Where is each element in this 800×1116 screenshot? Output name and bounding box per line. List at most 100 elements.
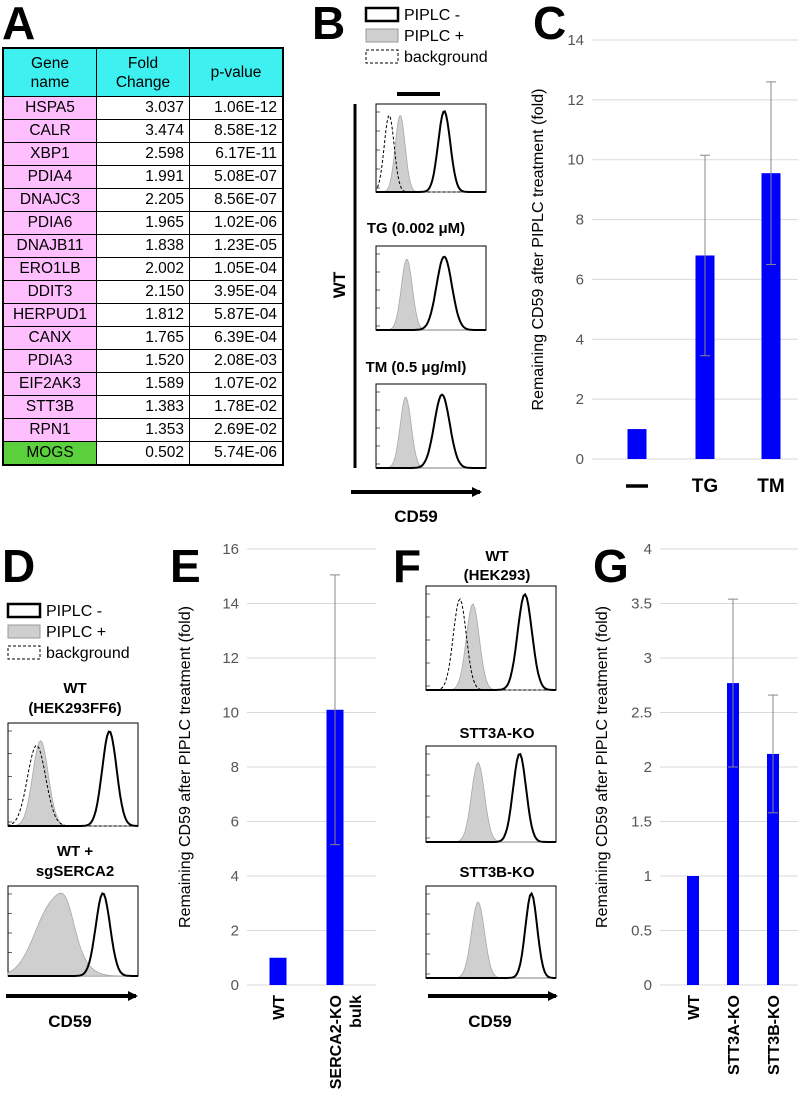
gene-cell: EIF2AK3 bbox=[2, 372, 97, 396]
bar-chart-g: 0 0.5 1 1.5 2 2.5 3 3.5 4 Remaining CD59 after PI… bbox=[594, 541, 798, 1075]
panel-letter-e: E bbox=[170, 540, 201, 592]
category-label: TM bbox=[757, 476, 784, 497]
fold-cell: 1.353 bbox=[96, 418, 190, 442]
y-tick-label: 0 bbox=[576, 451, 584, 468]
flow-box-frame bbox=[425, 745, 557, 843]
histogram-piplc-minus bbox=[426, 752, 556, 843]
flow-box-b-tg bbox=[375, 245, 487, 331]
category-label: STT3A-KO bbox=[726, 995, 743, 1075]
cd59-label-f: CD59 bbox=[468, 1012, 511, 1031]
flow-box-frame bbox=[425, 585, 557, 691]
legend-d-background-swatch bbox=[7, 645, 41, 660]
panel-letter-a: A bbox=[2, 0, 36, 49]
legend-piplc-plus-label: PIPLC + bbox=[404, 28, 464, 45]
y-axis-label: Remaining CD59 after PIPLC treatment (fo… bbox=[530, 89, 547, 411]
flow-box-f-stt3b bbox=[425, 885, 557, 979]
y-tick-label: 0.5 bbox=[631, 923, 652, 940]
flow-box-frame bbox=[375, 383, 487, 469]
y-axis-label: Remaining CD59 after PIPLC treatment (fo… bbox=[177, 606, 194, 928]
fold-cell: 1.991 bbox=[96, 165, 190, 189]
y-tick-label: 14 bbox=[222, 596, 239, 613]
fold-cell: 3.474 bbox=[96, 119, 190, 143]
y-tick-label: 3 bbox=[644, 650, 652, 667]
legend-d-piplc-plus-label: PIPLC + bbox=[46, 624, 106, 641]
bar bbox=[687, 876, 699, 985]
bar bbox=[269, 957, 287, 985]
histogram-piplc-minus bbox=[426, 891, 556, 979]
pvalue-cell: 5.08E-07 bbox=[189, 165, 284, 189]
category-label: TG bbox=[692, 476, 718, 497]
gene-cell: DNAJB11 bbox=[2, 234, 97, 258]
pvalue-cell: 6.39E-04 bbox=[189, 326, 284, 350]
f-wt-label-1: WT bbox=[485, 548, 508, 565]
y-tick-label: 6 bbox=[576, 271, 584, 288]
legend-piplc-minus-label: PIPLC - bbox=[404, 7, 460, 24]
table-row: PDIA3 1.520 2.08E-03 bbox=[2, 349, 284, 373]
histogram-piplc-minus bbox=[376, 255, 486, 331]
histogram-piplc-minus bbox=[376, 393, 486, 469]
y-tick-label: 14 bbox=[567, 32, 584, 49]
tg-label: TG (0.002 μM) bbox=[367, 220, 465, 237]
flow-box-b-tm bbox=[375, 383, 487, 469]
panel-letter-c: C bbox=[533, 0, 567, 49]
histogram-piplc-minus bbox=[426, 592, 556, 691]
pvalue-cell: 1.23E-05 bbox=[189, 234, 284, 258]
d-wt-label-1: WT bbox=[63, 680, 86, 697]
histogram-piplc-minus bbox=[8, 730, 139, 827]
category-label: STT3B-KO bbox=[766, 995, 783, 1075]
legend-d-piplc-plus-swatch bbox=[7, 624, 41, 639]
bar-chart-e: 0 2 4 6 8 10 12 14 16 Remaining CD59 after PIPLC … bbox=[177, 541, 376, 1089]
y-tick-label: 0 bbox=[231, 977, 239, 994]
bar bbox=[326, 709, 344, 985]
pvalue-cell: 5.74E-06 bbox=[189, 441, 284, 466]
legend-d-background-label: background bbox=[46, 645, 130, 662]
legend-piplc-minus-swatch bbox=[364, 6, 400, 23]
fold-cell: 1.965 bbox=[96, 211, 190, 235]
bar-chart-c: 0 2 4 6 8 10 12 14 Remaining CD59 after PIPLC tr… bbox=[530, 32, 798, 497]
table-body: HSPA5 3.037 1.06E-12 CALR 3.474 8.58E-12 XBP1 2… bbox=[2, 96, 284, 466]
legend-background-label: background bbox=[404, 49, 488, 66]
fold-cell: 1.812 bbox=[96, 303, 190, 327]
legend-d: PIPLC - PIPLC + background bbox=[6, 602, 130, 662]
legend-piplc-plus-swatch bbox=[365, 28, 399, 43]
bar bbox=[727, 683, 739, 985]
fold-cell: 2.205 bbox=[96, 188, 190, 212]
pvalue-cell: 8.58E-12 bbox=[189, 119, 284, 143]
gene-cell: ERO1LB bbox=[2, 257, 97, 281]
flow-box-frame bbox=[425, 885, 557, 979]
category-label: — bbox=[637, 489, 638, 491]
gene-cell: DDIT3 bbox=[2, 280, 97, 304]
tm-label: TM (0.5 μg/ml) bbox=[366, 359, 467, 376]
wt-label-b: WT bbox=[330, 271, 349, 298]
pvalue-cell: 2.69E-02 bbox=[189, 418, 284, 442]
gene-cell: PDIA6 bbox=[2, 211, 97, 235]
d-sg-label-1: WT + bbox=[57, 843, 93, 860]
fold-cell: 1.765 bbox=[96, 326, 190, 350]
d-sg-label-2: sgSERCA2 bbox=[36, 863, 114, 880]
table-row: MOGS 0.502 5.74E-06 bbox=[2, 441, 284, 466]
panel-letter-b: B bbox=[312, 0, 346, 49]
table-header-row: Gene name Fold Change p-value bbox=[2, 47, 284, 97]
legend-b: PIPLC - PIPLC + background bbox=[364, 6, 488, 66]
y-tick-label: 3.5 bbox=[631, 596, 652, 613]
d-wt-label-2: (HEK293FF6) bbox=[28, 700, 121, 717]
y-tick-label: 2.5 bbox=[631, 705, 652, 722]
y-axis-label: Remaining CD59 after PIPLC treatment (fo… bbox=[594, 606, 611, 928]
gene-cell: CANX bbox=[2, 326, 97, 350]
bar bbox=[695, 255, 715, 459]
f-stt3a-label: STT3A-KO bbox=[460, 725, 535, 742]
flow-box-d-wt bbox=[7, 722, 139, 827]
flow-box-b-control bbox=[375, 103, 487, 193]
pvalue-cell: 1.07E-02 bbox=[189, 372, 284, 396]
gene-cell: PDIA4 bbox=[2, 165, 97, 189]
y-tick-label: 0 bbox=[644, 977, 652, 994]
y-tick-label: 4 bbox=[644, 541, 652, 558]
gene-cell: PDIA3 bbox=[2, 349, 97, 373]
cd59-label-b: CD59 bbox=[394, 507, 437, 526]
f-stt3b-label: STT3B-KO bbox=[460, 864, 535, 881]
f-wt-label-2: (HEK293) bbox=[464, 567, 531, 584]
y-tick-label: 1.5 bbox=[631, 814, 652, 831]
panel-letter-d: D bbox=[2, 540, 36, 592]
legend-d-piplc-minus-label: PIPLC - bbox=[46, 603, 102, 620]
pvalue-cell: 1.02E-06 bbox=[189, 211, 284, 235]
